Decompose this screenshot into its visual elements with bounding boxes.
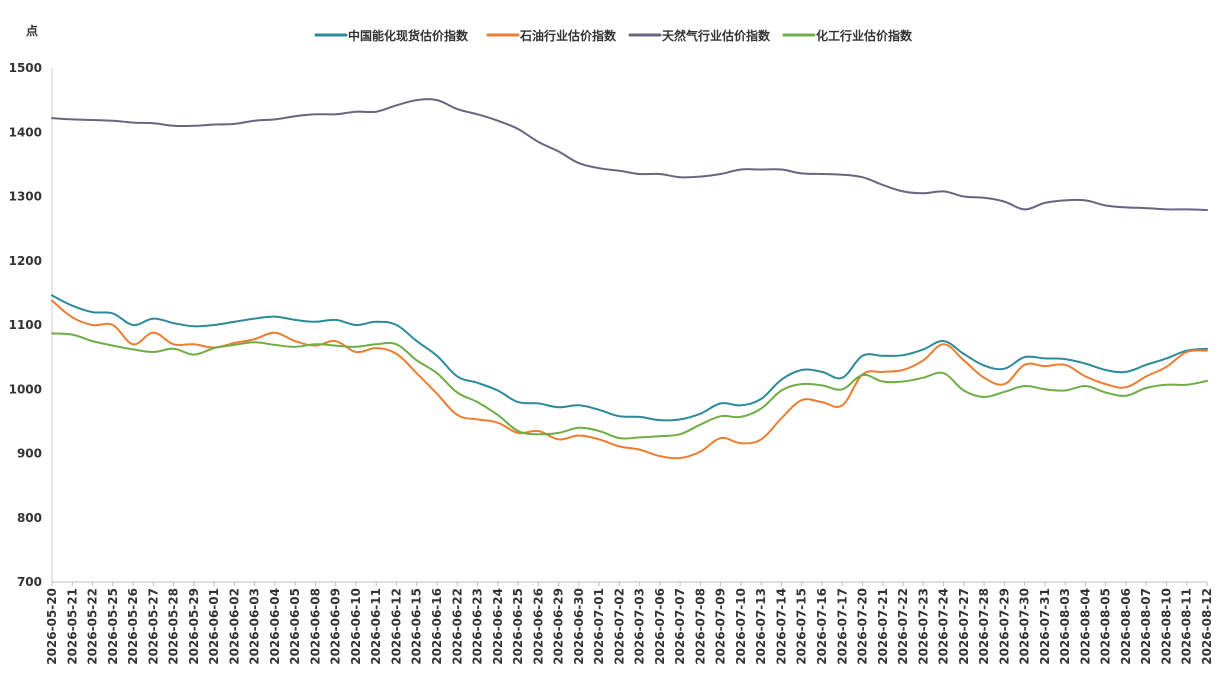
x-tick-label: 2026-07-01	[592, 588, 606, 665]
x-tick-label: 2026-06-25	[511, 588, 525, 665]
x-tick-label: 2026-07-15	[795, 588, 809, 665]
series-lines	[51, 98, 1208, 460]
x-tick-label: 2026-06-23	[471, 588, 485, 665]
x-tick-label: 2026-05-22	[86, 588, 100, 665]
legend-label: 天然气行业估价指数	[662, 28, 771, 43]
y-tick-label: 1400	[9, 125, 42, 139]
y-tick-label: 1300	[9, 190, 42, 204]
x-tick-label: 2026-07-02	[612, 588, 626, 665]
x-tick-label: 2026-05-20	[45, 588, 59, 665]
x-tick-label: 2026-06-05	[288, 588, 302, 665]
x-tick-label: 2026-06-29	[552, 588, 566, 665]
x-tick-label: 2026-05-26	[126, 588, 140, 665]
x-tick-label: 2026-07-14	[774, 588, 788, 665]
x-tick-label: 2026-07-20	[856, 588, 870, 665]
x-tick-label: 2026-05-25	[106, 588, 120, 665]
y-tick-label: 900	[17, 447, 42, 461]
x-tick-label: 2026-07-07	[673, 588, 687, 665]
x-tick-label: 2026-07-10	[734, 588, 748, 665]
x-tick-label: 2026-06-03	[248, 588, 262, 665]
x-tick-label: 2026-05-27	[146, 588, 160, 665]
legend-label: 石油行业估价指数	[519, 28, 617, 43]
x-tick-label: 2026-08-03	[1058, 588, 1072, 665]
x-tick-label: 2026-07-31	[1038, 588, 1052, 665]
x-tick-label: 2026-07-08	[693, 588, 707, 665]
x-tick-label: 2026-07-22	[896, 588, 910, 665]
y-axis-ticks: 700 800 900 1000 1100 1200 1300 1400 1500	[9, 61, 42, 589]
y-axis-unit: 点	[26, 23, 38, 38]
x-tick-label: 2026-05-21	[65, 588, 79, 665]
x-axis-ticks: 2026-05-20 2026-05-21 2026-05-22 2026-05-25…	[45, 582, 1214, 665]
x-tick-label: 2026-08-11	[1180, 588, 1194, 665]
series-line-1	[51, 299, 1208, 460]
x-tick-label: 2026-06-04	[268, 588, 282, 665]
x-tick-label: 2026-08-07	[1139, 588, 1153, 665]
x-tick-label: 2026-05-29	[187, 588, 201, 665]
x-tick-label: 2026-07-30	[1018, 588, 1032, 665]
series-line-3	[51, 332, 1208, 440]
x-tick-label: 2026-07-21	[876, 588, 890, 665]
x-tick-label: 2026-07-17	[835, 588, 849, 665]
legend: 中国能化现货估价指数 石油行业估价指数 天然气行业估价指数 化工行业估价指数	[314, 28, 913, 43]
x-tick-label: 2026-06-11	[369, 588, 383, 665]
x-tick-label: 2026-08-04	[1078, 588, 1092, 665]
x-tick-label: 2026-05-28	[167, 588, 181, 665]
x-tick-label: 2026-08-05	[1099, 588, 1113, 665]
x-tick-label: 2026-06-02	[227, 588, 241, 665]
x-tick-label: 2026-08-10	[1159, 588, 1173, 665]
y-tick-label: 1500	[9, 61, 42, 75]
x-tick-label: 2026-06-10	[349, 588, 363, 665]
x-tick-label: 2026-07-23	[916, 588, 930, 665]
legend-label: 化工行业估价指数	[816, 28, 913, 43]
x-tick-label: 2026-07-28	[977, 588, 991, 665]
x-tick-label: 2026-06-08	[308, 588, 322, 665]
x-tick-label: 2026-06-15	[410, 588, 424, 665]
x-tick-label: 2026-06-22	[450, 588, 464, 665]
x-tick-label: 2026-07-09	[714, 588, 728, 665]
x-tick-label: 2026-06-24	[491, 588, 505, 665]
x-tick-label: 2026-07-29	[997, 588, 1011, 665]
y-tick-label: 1100	[9, 318, 42, 332]
x-tick-label: 2026-07-24	[937, 588, 951, 665]
x-tick-label: 2026-07-16	[815, 588, 829, 665]
legend-item: 石油行业估价指数	[486, 28, 617, 43]
x-tick-label: 2026-08-06	[1119, 588, 1133, 665]
legend-item: 化工行业估价指数	[782, 28, 913, 43]
x-tick-label: 2026-06-26	[531, 588, 545, 665]
series-line-0	[51, 294, 1208, 422]
x-tick-label: 2026-07-27	[957, 588, 971, 665]
x-tick-label: 2026-07-13	[754, 588, 768, 665]
legend-label: 中国能化现货估价指数	[348, 28, 469, 43]
y-tick-label: 700	[17, 575, 42, 589]
y-tick-label: 1000	[9, 382, 42, 396]
x-tick-label: 2026-06-30	[572, 588, 586, 665]
legend-item: 天然气行业估价指数	[628, 28, 771, 43]
x-tick-label: 2026-06-01	[207, 588, 221, 665]
x-tick-label: 2026-07-03	[633, 588, 647, 665]
x-tick-label: 2026-08-12	[1200, 588, 1214, 665]
x-tick-label: 2026-06-09	[329, 588, 343, 665]
x-tick-label: 2026-07-06	[653, 588, 667, 665]
legend-item: 中国能化现货估价指数	[314, 28, 469, 43]
y-tick-label: 1200	[9, 254, 42, 268]
x-tick-label: 2026-06-16	[430, 588, 444, 665]
y-tick-label: 800	[17, 511, 42, 525]
series-line-2	[51, 98, 1208, 211]
x-tick-label: 2026-06-12	[389, 588, 403, 665]
